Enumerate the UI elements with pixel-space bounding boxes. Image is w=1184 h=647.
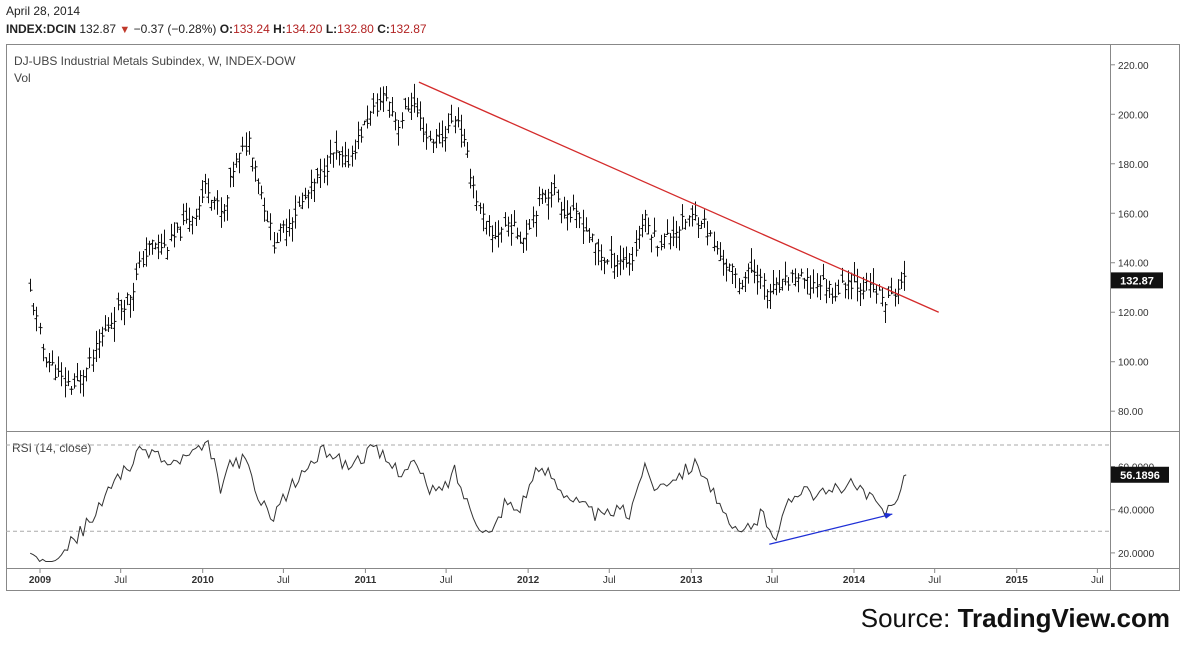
axes: 80.00 100.00 120.00 140.00 160.00 180.00 200.0…: [29, 61, 1169, 586]
rsi-title: RSI (14, close): [12, 441, 91, 455]
time-tick-label: Jul: [277, 575, 290, 586]
price-change: −0.37 (−0.28%): [133, 22, 217, 36]
price-tick-label: 100.00: [1118, 358, 1149, 369]
time-tick-label: Jul: [928, 575, 941, 586]
chart-canvas[interactable]: DJ-UBS Industrial Metals Subindex, W, IN…: [0, 0, 1184, 600]
high-value: 134.20: [285, 22, 323, 36]
time-tick-label: 2012: [517, 575, 540, 586]
chart-frame: [6, 44, 1180, 591]
close-label: C:: [377, 22, 390, 36]
rsi-last-label: 56.1896: [1120, 470, 1160, 482]
close-value: 132.87: [389, 22, 427, 36]
price-tick-label: 140.00: [1118, 259, 1149, 270]
price-tick-label: 120.00: [1118, 308, 1149, 319]
volume-label: Vol: [14, 71, 31, 85]
last-price-badge: [1111, 272, 1163, 289]
source-brand: TradingView.com: [957, 603, 1170, 633]
source-prefix: Source:: [860, 603, 951, 633]
price-tick-label: 80.00: [1118, 407, 1143, 418]
time-tick-label: Jul: [603, 575, 616, 586]
chart-date: April 28, 2014: [6, 4, 81, 18]
time-tick-label: 2013: [680, 575, 703, 586]
rsi-divergence-line: [769, 513, 893, 545]
time-tick-label: Jul: [766, 575, 779, 586]
time-tick-label: 2015: [1006, 575, 1029, 586]
time-tick-label: Jul: [114, 575, 127, 586]
time-tick-label: 2014: [843, 575, 866, 586]
last-price-label: 132.87: [1120, 275, 1154, 287]
price-bars: [28, 81, 939, 398]
low-value: 132.80: [337, 22, 374, 36]
rsi-divergence-arrowhead: [884, 512, 893, 519]
time-tick-label: Jul: [440, 575, 453, 586]
resistance-trendline: [418, 81, 939, 313]
last-price: 132.87: [79, 22, 117, 36]
rsi-pane: [6, 439, 1110, 563]
rsi-tick-label: 20.0000: [1118, 549, 1155, 560]
high-label: H:: [273, 22, 286, 36]
time-tick-label: 2009: [29, 575, 52, 586]
price-tick-label: 160.00: [1118, 209, 1149, 220]
low-label: L:: [325, 22, 338, 36]
open-label: O:: [219, 22, 234, 36]
price-tick-label: 180.00: [1118, 160, 1149, 171]
time-tick-label: Jul: [1091, 575, 1104, 586]
open-value: 133.24: [233, 22, 270, 36]
time-tick-label: 2010: [192, 575, 215, 586]
down-arrow-icon: ▼: [119, 24, 131, 36]
quote-line: INDEX:DCIN 132.87 ▼ −0.37 (−0.28%) O:133…: [6, 22, 427, 36]
price-tick-label: 200.00: [1118, 110, 1149, 121]
rsi-tick-label: 40.0000: [1118, 506, 1155, 517]
rsi-last-badge: [1111, 466, 1169, 483]
time-tick-label: 2011: [355, 575, 377, 586]
chart-title: DJ-UBS Industrial Metals Subindex, W, IN…: [14, 54, 296, 68]
source-credit: Source: TradingView.com: [861, 603, 1170, 634]
symbol[interactable]: INDEX:DCIN: [6, 22, 77, 36]
price-tick-label: 220.00: [1118, 61, 1149, 72]
rsi-series-line: [29, 439, 907, 563]
